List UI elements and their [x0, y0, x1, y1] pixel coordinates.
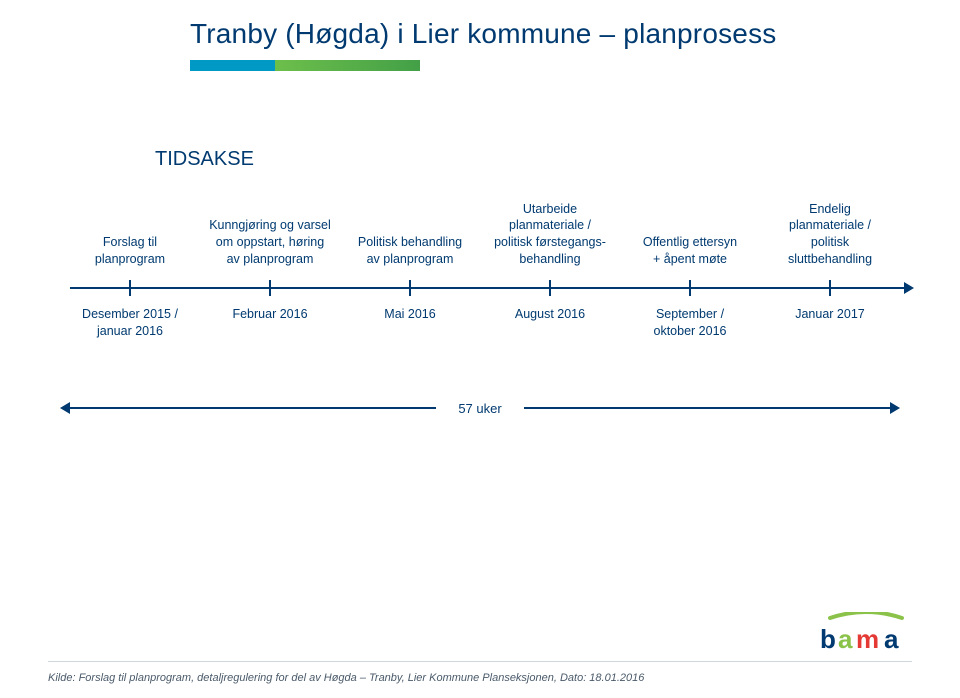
duration-line	[70, 407, 436, 409]
tick	[689, 280, 691, 296]
svg-text:b: b	[820, 624, 836, 654]
footer-source: Kilde: Forslag til planprogram, detaljre…	[48, 672, 644, 684]
milestone-label: Offentlig ettersyn + åpent møte	[620, 234, 760, 268]
timeline-dates-row: Desember 2015 / januar 2016 Februar 2016…	[60, 306, 900, 340]
label-line: planmateriale /	[764, 217, 896, 234]
milestone-date: Februar 2016	[200, 306, 340, 340]
date-line: Februar 2016	[200, 306, 340, 323]
milestone-label: Forslag til planprogram	[60, 234, 200, 268]
milestone-date: September / oktober 2016	[620, 306, 760, 340]
svg-text:a: a	[838, 624, 853, 654]
milestone-label: Endelig planmateriale / politisk sluttbe…	[760, 201, 900, 269]
timeline: Forslag til planprogram Kunngjøring og v…	[60, 190, 900, 340]
svg-text:a: a	[884, 624, 899, 654]
date-line: September /	[620, 306, 760, 323]
label-line: planprogram	[64, 251, 196, 268]
date-line: August 2016	[480, 306, 620, 323]
bama-logo: b a m a	[820, 612, 912, 656]
label-line: politisk førstegangs-	[484, 234, 616, 251]
duration-line	[524, 407, 890, 409]
milestone-date: Januar 2017	[760, 306, 900, 340]
milestone-label: Politisk behandling av planprogram	[340, 234, 480, 268]
svg-text:m: m	[856, 624, 879, 654]
tick	[269, 280, 271, 296]
page-title: Tranby (Høgda) i Lier kommune – planpros…	[190, 18, 776, 50]
label-line: om oppstart, høring	[204, 234, 336, 251]
label-line: Utarbeide	[484, 201, 616, 218]
page: Tranby (Høgda) i Lier kommune – planpros…	[0, 0, 960, 698]
label-line: Kunngjøring og varsel	[204, 217, 336, 234]
tick	[409, 280, 411, 296]
timeline-axis	[60, 274, 900, 302]
label-line: politisk	[764, 234, 896, 251]
milestone-label: Kunngjøring og varsel om oppstart, hørin…	[200, 217, 340, 268]
tick	[829, 280, 831, 296]
label-line: planmateriale /	[484, 217, 616, 234]
duration-label: 57 uker	[436, 401, 524, 416]
date-line: januar 2016	[60, 323, 200, 340]
milestone-date: Desember 2015 / januar 2016	[60, 306, 200, 340]
timeline-labels-row: Forslag til planprogram Kunngjøring og v…	[60, 190, 900, 268]
arrow-right-icon	[890, 402, 900, 414]
tick	[129, 280, 131, 296]
footer-divider	[48, 661, 912, 662]
label-line: Endelig	[764, 201, 896, 218]
date-line: Desember 2015 /	[60, 306, 200, 323]
label-line: av planprogram	[204, 251, 336, 268]
milestone-date: August 2016	[480, 306, 620, 340]
label-line: sluttbehandling	[764, 251, 896, 268]
timeline-ticks	[60, 280, 900, 296]
underline-blue	[190, 60, 275, 71]
label-line: behandling	[484, 251, 616, 268]
label-line: Forslag til	[64, 234, 196, 251]
milestone-label: Utarbeide planmateriale / politisk først…	[480, 201, 620, 269]
label-line: av planprogram	[344, 251, 476, 268]
tick	[549, 280, 551, 296]
title-underline	[190, 60, 420, 71]
duration-indicator: 57 uker	[60, 396, 900, 420]
label-line: + åpent møte	[624, 251, 756, 268]
label-line: Offentlig ettersyn	[624, 234, 756, 251]
section-label: TIDSAKSE	[155, 148, 254, 171]
label-line: Politisk behandling	[344, 234, 476, 251]
arrow-right-icon	[904, 282, 914, 294]
underline-green	[275, 60, 420, 71]
arrow-left-icon	[60, 402, 70, 414]
date-line: Mai 2016	[340, 306, 480, 323]
milestone-date: Mai 2016	[340, 306, 480, 340]
date-line: Januar 2017	[760, 306, 900, 323]
date-line: oktober 2016	[620, 323, 760, 340]
